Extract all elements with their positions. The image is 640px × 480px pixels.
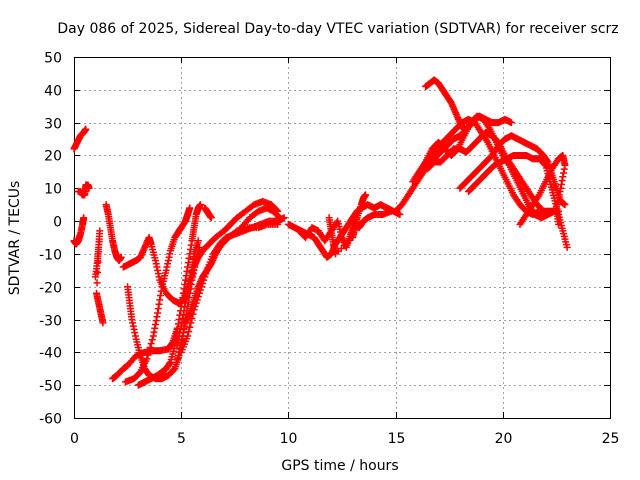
data-point (190, 306, 198, 314)
data-point (194, 293, 202, 301)
series-track-l (173, 197, 282, 350)
data-point (93, 279, 101, 287)
series-track-o (237, 204, 284, 232)
series-track-a (70, 125, 90, 153)
data-point (194, 237, 202, 245)
data-point (143, 355, 151, 363)
data-point (189, 310, 197, 318)
series-track-e (102, 201, 125, 264)
data-point (275, 213, 283, 221)
data-point (144, 351, 152, 359)
data-point (185, 328, 193, 336)
data-point (96, 227, 104, 235)
y-tick-label: 40 (44, 84, 62, 100)
y-tick-label: 10 (44, 182, 62, 198)
y-tick-label: -20 (39, 281, 62, 297)
series-track-c (74, 181, 93, 199)
data-point (563, 243, 571, 251)
x-tick-label: 25 (602, 431, 620, 447)
x-tick-label: 0 (70, 431, 79, 447)
data-point (94, 258, 102, 266)
data-point (561, 201, 569, 209)
data-point (188, 314, 196, 322)
series-track-r (325, 191, 370, 258)
data-point (94, 269, 102, 277)
data-point (193, 296, 201, 304)
data-point (95, 237, 103, 245)
data-point (199, 279, 207, 287)
x-tick-label: 5 (177, 431, 186, 447)
x-axis-label: GPS time / hours (281, 458, 398, 474)
data-point (184, 332, 192, 340)
data-point (541, 160, 549, 168)
data-point (192, 299, 200, 307)
data-points (70, 76, 571, 389)
x-tick-label: 20 (495, 431, 513, 447)
data-point (147, 340, 155, 348)
data-point (276, 214, 284, 222)
data-point (507, 119, 515, 127)
data-point (540, 207, 548, 215)
data-point (187, 319, 195, 327)
data-point (191, 302, 199, 310)
series-track-v (422, 76, 468, 133)
y-tick-label: -30 (39, 314, 62, 330)
y-tick-label: -40 (39, 346, 62, 362)
tick-layer (74, 57, 611, 419)
series-track-x (456, 132, 569, 209)
x-tick-label: 15 (388, 431, 406, 447)
data-point (148, 336, 156, 344)
y-tick-label: -10 (39, 248, 62, 264)
y-axis-label: SDTVAR / TECUs (7, 181, 23, 296)
data-point (201, 273, 209, 281)
x-tick-label: 10 (280, 431, 298, 447)
data-point (198, 283, 206, 291)
data-point (146, 343, 154, 351)
series-track-b (70, 214, 88, 248)
y-tick-label: 20 (44, 149, 62, 165)
chart-title: Day 086 of 2025, Sidereal Day-to-day VTE… (57, 21, 618, 37)
data-point (196, 201, 204, 209)
data-point (207, 214, 215, 222)
data-point (396, 211, 404, 219)
y-tick-label: -60 (39, 412, 62, 428)
y-tick-label: 0 (53, 215, 62, 231)
data-point (99, 319, 107, 327)
data-point (117, 253, 125, 261)
y-tick-label: -50 (39, 379, 62, 395)
data-point (202, 270, 210, 278)
data-point (362, 191, 370, 199)
data-point (460, 125, 468, 133)
data-point (538, 206, 546, 214)
series-track-j (121, 204, 194, 386)
data-point (85, 184, 93, 192)
data-point (95, 248, 103, 256)
y-tick-label: 30 (44, 117, 62, 133)
data-point (555, 220, 563, 228)
series-track-n (201, 204, 215, 222)
data-point (200, 276, 208, 284)
data-point (145, 347, 153, 355)
series-track-z (516, 151, 569, 228)
data-point (195, 289, 203, 297)
y-tick-label: 50 (44, 51, 62, 67)
series-track-w (424, 128, 548, 215)
data-point (82, 125, 90, 133)
series-track-d (91, 227, 107, 327)
data-point (186, 204, 194, 212)
data-point (80, 214, 88, 222)
data-point (186, 323, 194, 331)
label-layer: -60 -50 -40 -30 -20 -10 0 10 20 30 40 50 0 5 10 15 20 25 (39, 51, 619, 448)
data-point (196, 286, 204, 294)
